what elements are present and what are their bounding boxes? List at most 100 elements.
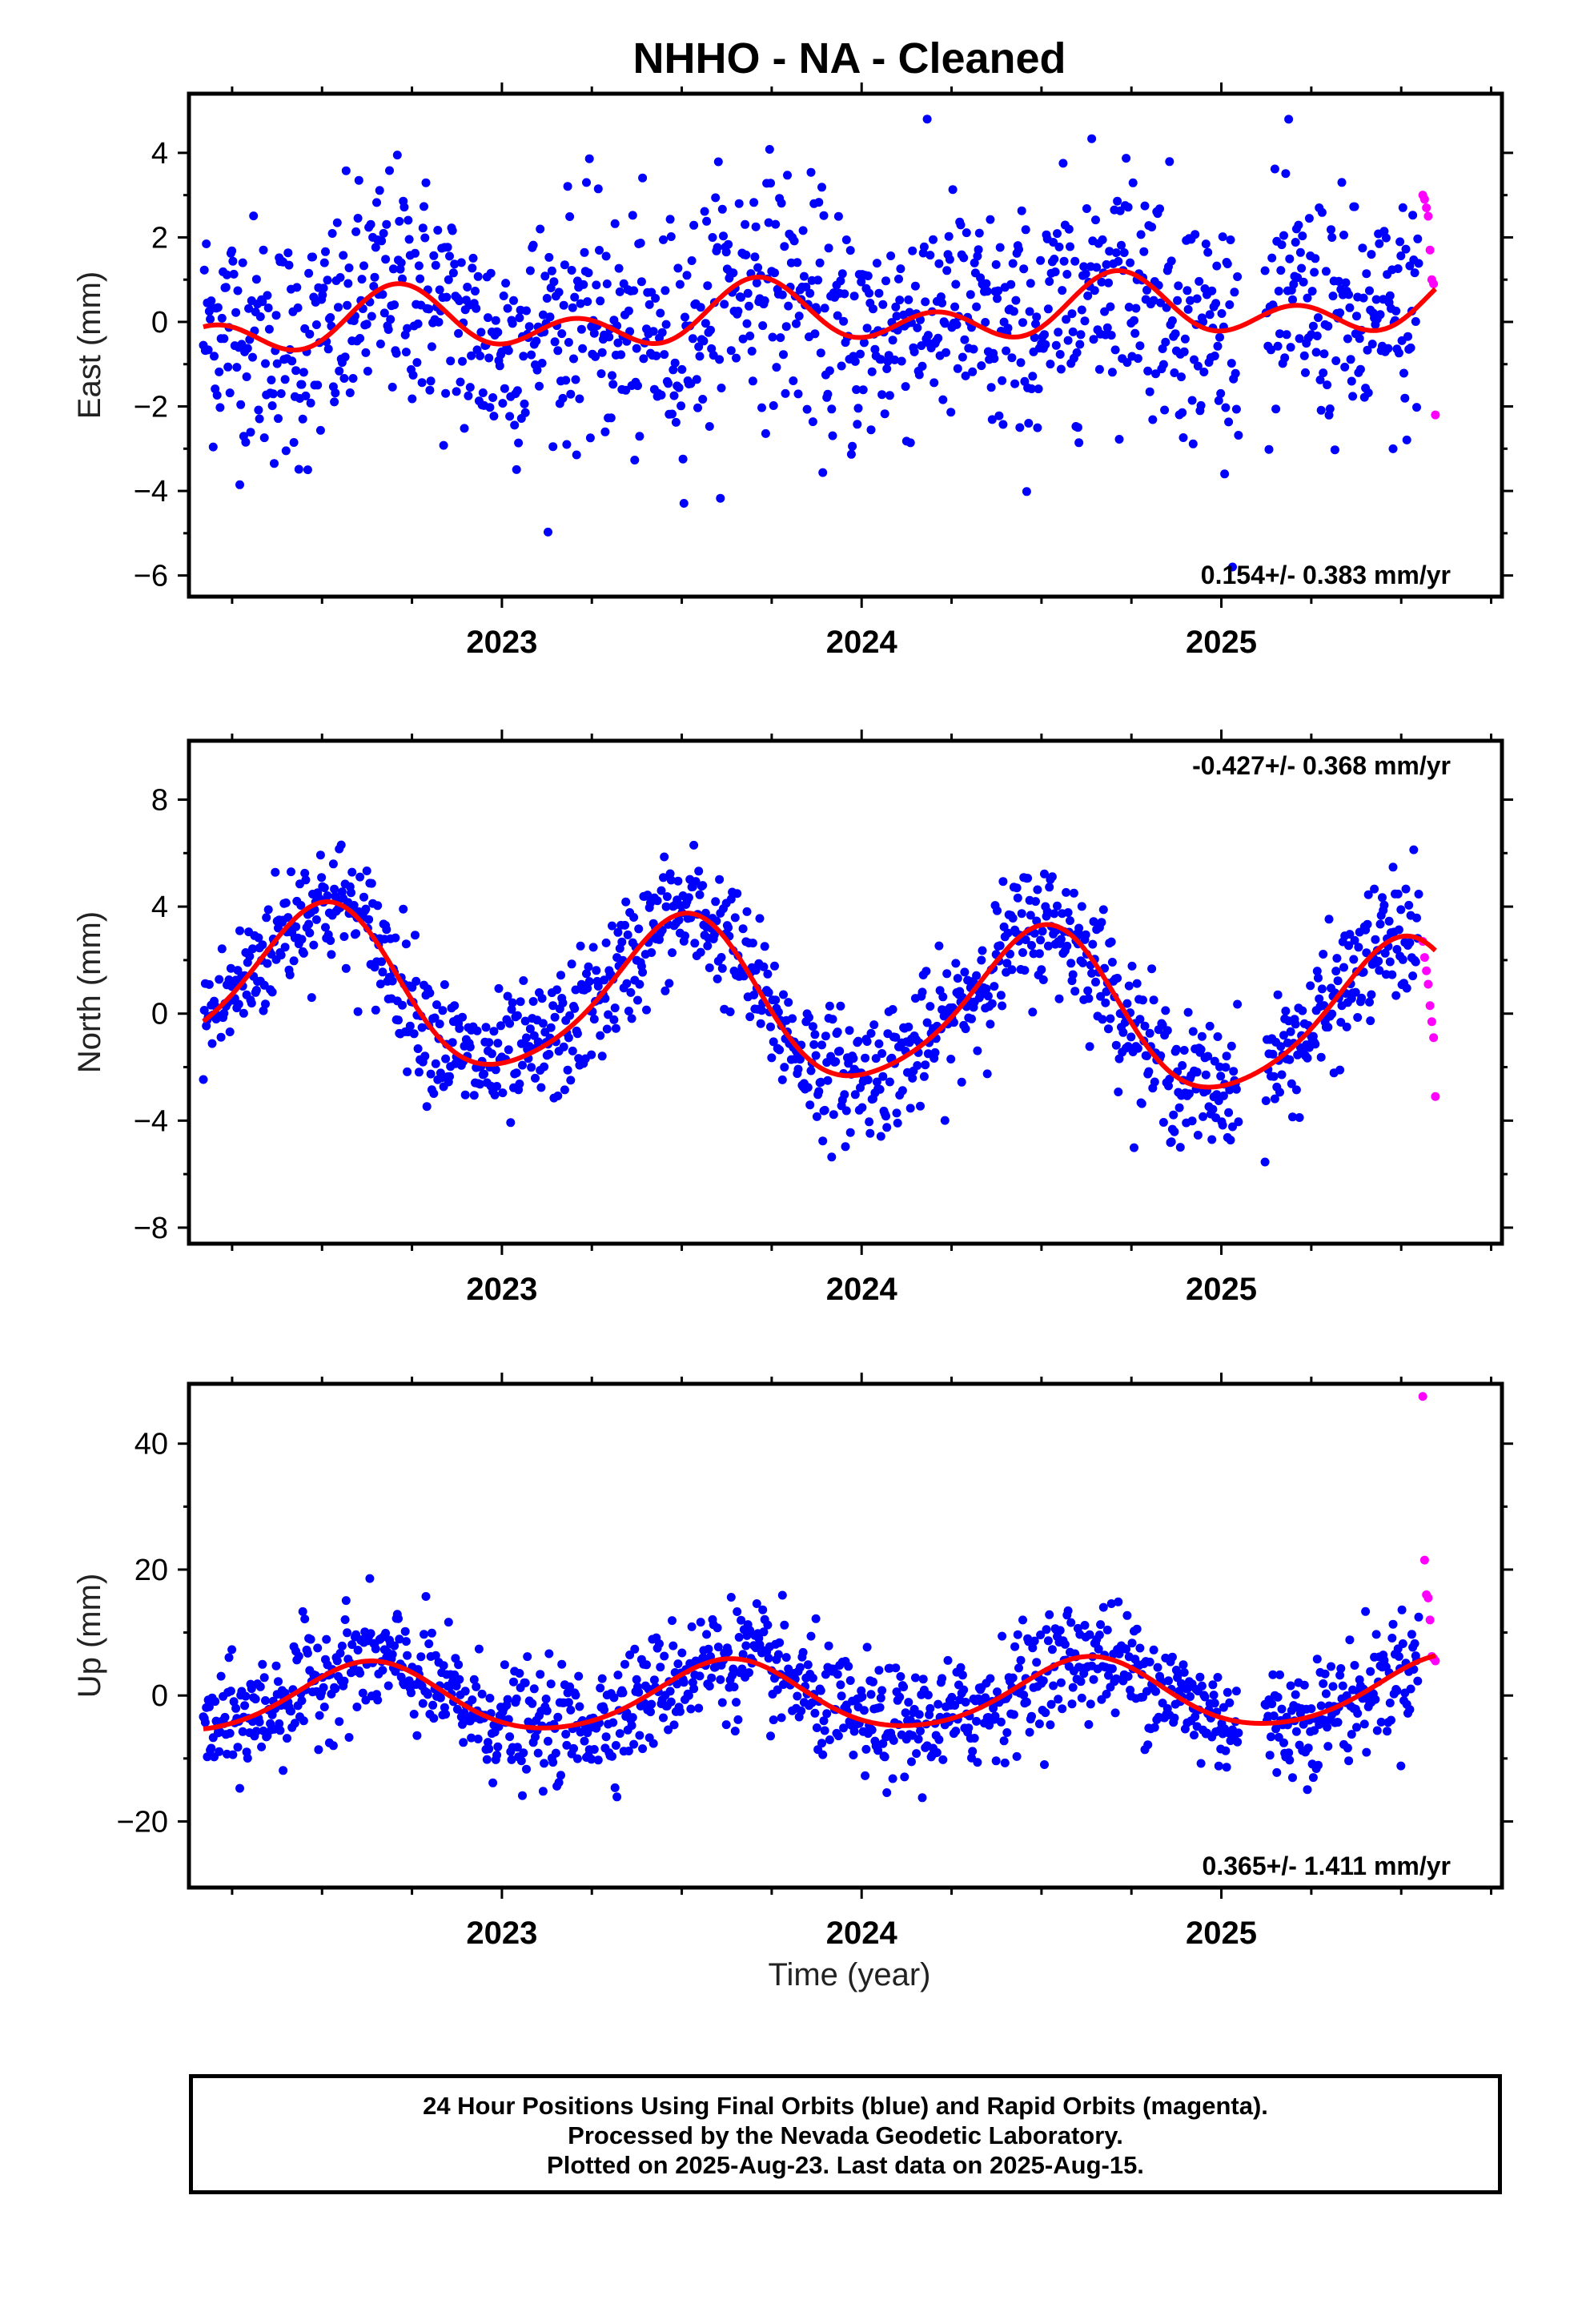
east-final-point [1124, 303, 1134, 312]
east-final-point [213, 303, 223, 312]
north-final-point [779, 990, 788, 999]
east-final-point [917, 341, 926, 351]
north-final-point [1197, 1031, 1207, 1041]
north-final-point [684, 893, 693, 903]
east-final-point [1170, 329, 1180, 339]
north-final-point [634, 924, 644, 934]
up-final-point [1123, 1671, 1133, 1681]
up-final-point [741, 1641, 751, 1651]
up-final-point [541, 1695, 551, 1703]
north-final-point [751, 966, 761, 975]
east-final-point [271, 311, 281, 320]
up-final-point [837, 1691, 846, 1701]
east-final-point [780, 242, 789, 251]
east-final-point [1188, 439, 1198, 448]
up-final-point [1014, 1663, 1023, 1673]
up-final-point [819, 1716, 829, 1726]
east-final-point [863, 271, 873, 280]
north-final-point [414, 1068, 424, 1077]
east-final-point [814, 198, 824, 207]
up-final-point [656, 1663, 665, 1672]
north-final-point [709, 930, 719, 939]
east-final-point [910, 281, 920, 291]
north-final-point [245, 951, 255, 961]
east-final-point [888, 336, 897, 345]
north-final-point [1026, 911, 1035, 920]
up-final-point [243, 1754, 252, 1763]
up-final-point [1022, 1697, 1031, 1707]
north-final-point [576, 941, 585, 951]
east-final-point [319, 283, 328, 293]
up-final-point [1387, 1634, 1397, 1642]
east-final-point [1413, 234, 1423, 243]
up-final-point [401, 1637, 411, 1647]
east-final-point [841, 235, 851, 244]
up-final-point [394, 1614, 403, 1623]
north-final-point [857, 1103, 867, 1112]
up-final-point [624, 1747, 633, 1755]
north-final-point [1205, 1021, 1215, 1031]
footer-box: 24 Hour Positions Using Final Orbits (bl… [189, 2074, 1502, 2194]
east-final-point [359, 261, 368, 271]
up-final-point [820, 1726, 829, 1735]
up-final-point [991, 1756, 1001, 1766]
east-final-point [404, 235, 414, 244]
up-final-point [895, 1692, 905, 1702]
up-final-point [235, 1783, 244, 1793]
up-final-point [341, 1596, 351, 1606]
east-final-point [853, 404, 863, 413]
north-final-point [1085, 1042, 1094, 1051]
north-final-point [705, 963, 714, 972]
north-final-point [476, 1080, 485, 1089]
east-final-point [991, 259, 1001, 269]
east-final-point [520, 399, 529, 408]
north-final-point [321, 923, 330, 932]
up-final-point [1106, 1599, 1116, 1608]
east-final-point [1062, 315, 1071, 324]
north-final-point [659, 873, 668, 883]
east-final-point [806, 167, 816, 177]
east-final-point [1045, 277, 1054, 286]
up-frame [187, 1381, 1504, 1890]
east-final-point [1183, 304, 1193, 314]
north-final-point [1409, 845, 1419, 854]
east-final-point [1090, 286, 1099, 296]
up-final-point [1060, 1639, 1070, 1649]
east-final-point [1016, 358, 1026, 368]
north-final-point [525, 1024, 535, 1034]
east-final-point [674, 383, 684, 392]
north-final-point [662, 892, 672, 902]
north-final-point [1371, 935, 1380, 944]
east-y-tick-label: 2 [151, 221, 168, 255]
north-final-point [661, 986, 670, 995]
north-final-point [951, 959, 961, 968]
east-final-point [1260, 266, 1270, 275]
east-final-point [862, 324, 872, 333]
north-final-point [643, 891, 652, 900]
north-y-axis-title: North (mm) [72, 911, 107, 1073]
east-final-point [512, 464, 521, 474]
east-final-point [1106, 302, 1115, 312]
up-final-point [516, 1756, 526, 1766]
east-final-point [1228, 562, 1237, 572]
east-final-point [276, 389, 286, 398]
east-final-point [741, 219, 750, 229]
east-final-point [1402, 435, 1411, 444]
east-final-point [417, 378, 427, 388]
up-final-point [1028, 1643, 1038, 1653]
east-final-point [1285, 254, 1295, 263]
east-rapid-point [1423, 211, 1433, 221]
north-final-point [311, 915, 321, 924]
up-final-point [1179, 1667, 1189, 1677]
up-final-point [1013, 1630, 1022, 1639]
east-final-point [624, 306, 633, 316]
north-final-point [604, 1010, 613, 1019]
east-final-point [701, 319, 710, 328]
east-final-point [378, 290, 387, 300]
north-final-point [450, 1001, 460, 1011]
east-final-point [606, 413, 616, 423]
up-final-point [507, 1755, 516, 1764]
north-final-point [371, 1005, 380, 1015]
north-final-point [755, 914, 765, 923]
